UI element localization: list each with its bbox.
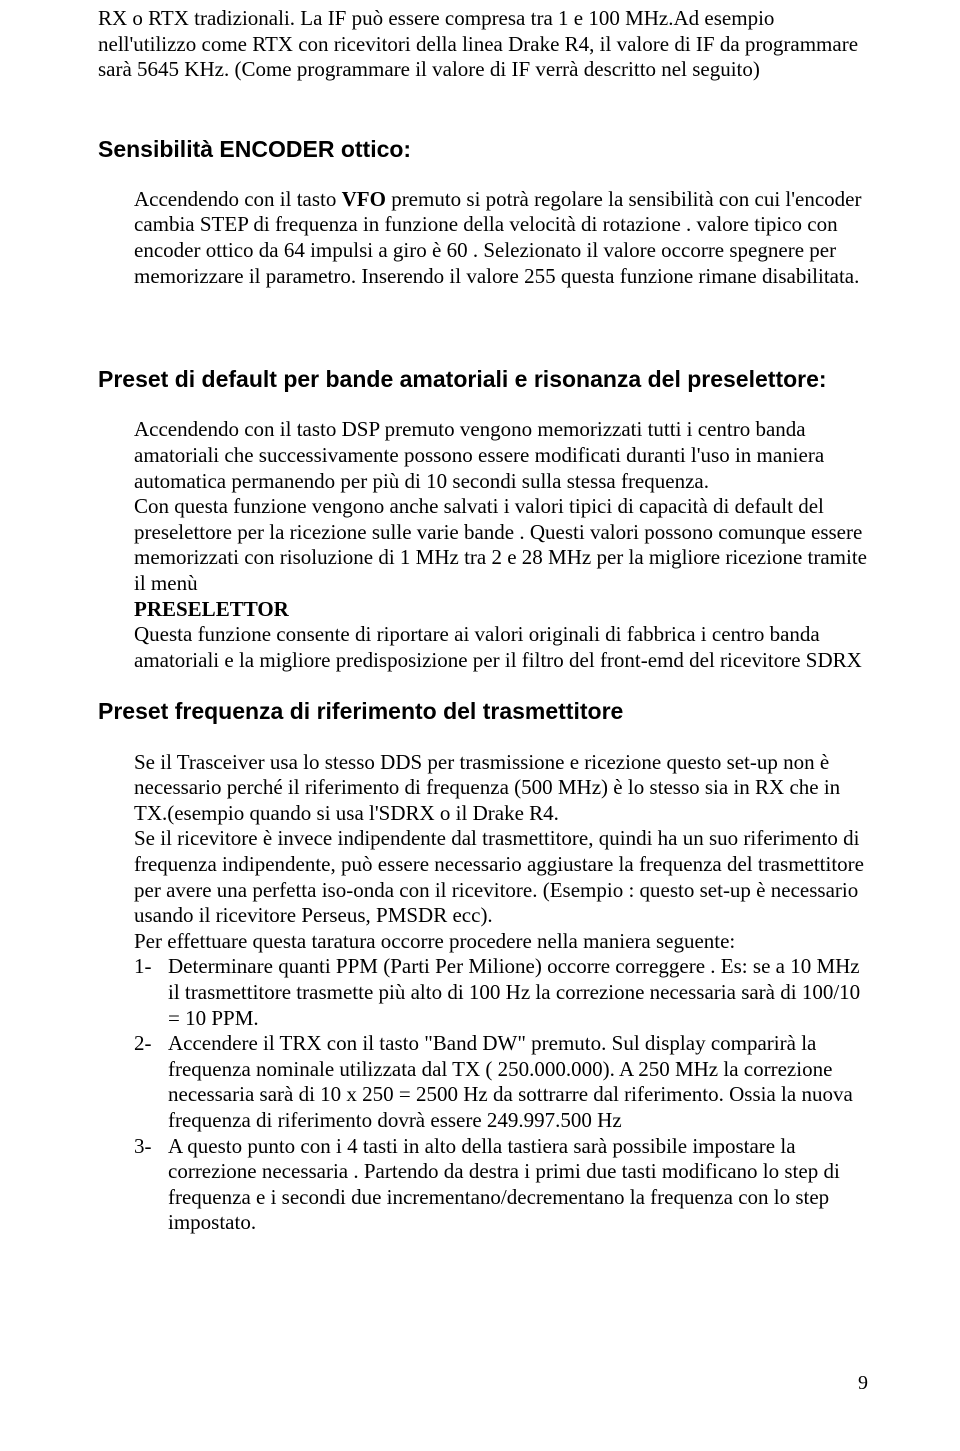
encoder-paragraph: Accendendo con il tasto VFO premuto si p… bbox=[98, 187, 868, 289]
preset-tx-p2: Se il ricevitore è invece indipendente d… bbox=[134, 826, 868, 928]
encoder-vfo: VFO bbox=[342, 187, 386, 211]
preset-tx-p1: Se il Trasceiver usa lo stesso DDS per t… bbox=[134, 750, 868, 827]
list-body-2: Accendere il TRX con il tasto "Band DW" … bbox=[168, 1031, 868, 1133]
list-item: 3- A questo punto con i 4 tasti in alto … bbox=[134, 1134, 868, 1236]
preset-tx-list: 1- Determinare quanti PPM (Parti Per Mil… bbox=[134, 954, 868, 1236]
preset-bands-block: Accendendo con il tasto DSP premuto veng… bbox=[98, 417, 868, 673]
heading-encoder: Sensibilità ENCODER ottico: bbox=[98, 135, 868, 163]
list-item: 2- Accendere il TRX con il tasto "Band D… bbox=[134, 1031, 868, 1133]
list-num-3: 3- bbox=[134, 1134, 168, 1236]
list-num-1: 1- bbox=[134, 954, 168, 1031]
preset-bands-preselettor: PRESELETTOR bbox=[134, 597, 289, 621]
page-number: 9 bbox=[858, 1371, 868, 1395]
preset-tx-block: Se il Trasceiver usa lo stesso DDS per t… bbox=[98, 750, 868, 1237]
encoder-text-a: Accendendo con il tasto bbox=[134, 187, 342, 211]
intro-paragraph: RX o RTX tradizionali. La IF può essere … bbox=[98, 6, 868, 83]
preset-bands-p3: Questa funzione consente di riportare ai… bbox=[134, 622, 868, 673]
list-body-3: A questo punto con i 4 tasti in alto del… bbox=[168, 1134, 868, 1236]
heading-preset-bands: Preset di default per bande amatoriali e… bbox=[98, 365, 868, 393]
preset-bands-p2: Con questa funzione vengono anche salvat… bbox=[134, 494, 868, 622]
preset-bands-p2-text: Con questa funzione vengono anche salvat… bbox=[134, 494, 867, 595]
list-item: 1- Determinare quanti PPM (Parti Per Mil… bbox=[134, 954, 868, 1031]
list-num-2: 2- bbox=[134, 1031, 168, 1133]
preset-bands-p1: Accendendo con il tasto DSP premuto veng… bbox=[134, 417, 868, 494]
document-page: RX o RTX tradizionali. La IF può essere … bbox=[0, 0, 960, 1451]
preset-tx-p3: Per effettuare questa taratura occorre p… bbox=[134, 929, 868, 955]
list-body-1: Determinare quanti PPM (Parti Per Milion… bbox=[168, 954, 868, 1031]
heading-preset-tx: Preset frequenza di riferimento del tras… bbox=[98, 697, 868, 725]
